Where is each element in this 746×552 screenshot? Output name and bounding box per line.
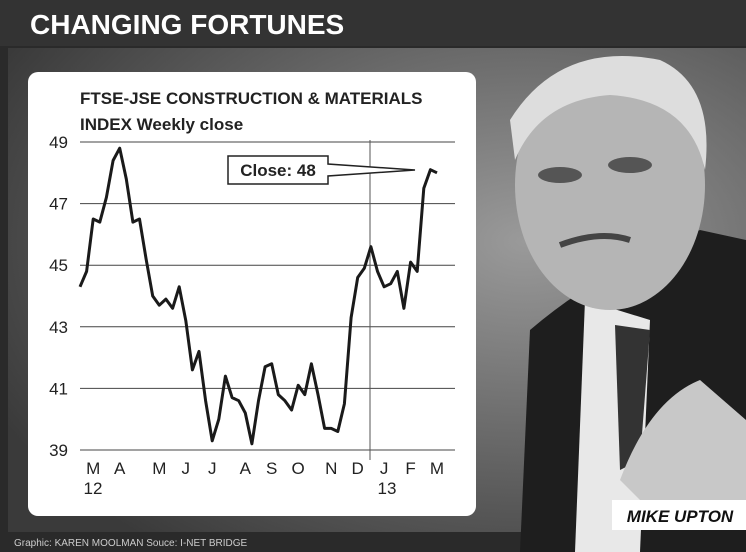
chart-panel xyxy=(28,72,476,516)
y-tick-label: 45 xyxy=(49,256,68,275)
year-label: 12 xyxy=(84,479,103,498)
chart-title: FTSE-JSE CONSTRUCTION & MATERIALS xyxy=(80,89,423,108)
chart: CHANGING FORTUNES FTSE-JSE CONSTRUCTION … xyxy=(0,0,746,552)
photo-caption: MIKE UPTON xyxy=(627,507,734,526)
y-tick-label: 43 xyxy=(49,318,68,337)
y-tick-label: 49 xyxy=(49,133,68,152)
credit: Graphic: KAREN MOOLMAN Souce: I-NET BRID… xyxy=(14,538,248,549)
x-tick-label: F xyxy=(405,459,415,478)
y-tick-label: 39 xyxy=(49,441,68,460)
year-label: 13 xyxy=(378,479,397,498)
x-tick-label: D xyxy=(352,459,364,478)
x-tick-label: O xyxy=(292,459,305,478)
x-tick-label: N xyxy=(325,459,337,478)
x-tick-label: M xyxy=(86,459,100,478)
x-tick-label: J xyxy=(380,459,389,478)
x-tick-label: M xyxy=(430,459,444,478)
x-tick-label: A xyxy=(240,459,252,478)
x-tick-label: A xyxy=(114,459,126,478)
y-tick-label: 47 xyxy=(49,195,68,214)
chart-subtitle: INDEX Weekly close xyxy=(80,115,243,134)
x-tick-label: M xyxy=(152,459,166,478)
y-tick-label: 41 xyxy=(49,379,68,398)
x-tick-label: S xyxy=(266,459,277,478)
x-tick-label: J xyxy=(182,459,191,478)
graphic: CHANGING FORTUNES FTSE-JSE CONSTRUCTION … xyxy=(0,0,746,552)
title: CHANGING FORTUNES xyxy=(30,9,344,40)
annotation: Close: 48 xyxy=(240,161,316,180)
x-tick-label: J xyxy=(208,459,217,478)
